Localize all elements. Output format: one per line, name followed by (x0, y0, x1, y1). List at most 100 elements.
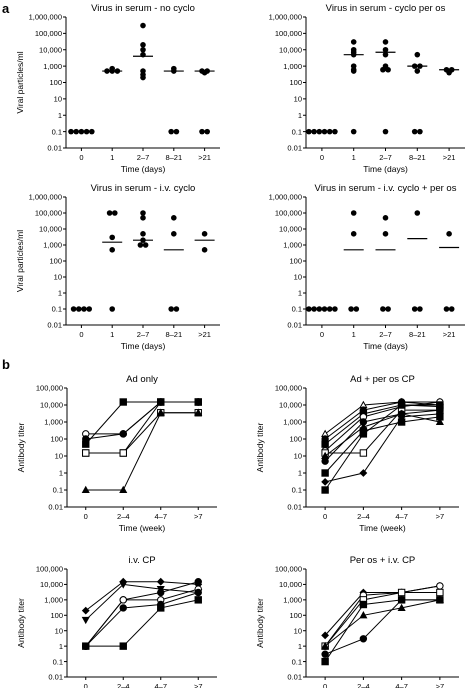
x-tick-label: 8–21 (409, 330, 426, 339)
y-tick-label: 10 (55, 626, 63, 635)
x-tick-label: 2–7 (137, 330, 150, 339)
x-tick-label: 0 (320, 330, 324, 339)
y-tick-label: 0.01 (47, 321, 62, 330)
series-line (85, 592, 199, 647)
x-tick-label: 0 (79, 153, 83, 162)
series-marker (82, 440, 90, 448)
series-marker (359, 430, 368, 438)
data-point (448, 306, 455, 312)
y-axis-label: Viral particles/ml (15, 51, 25, 113)
y-tick-label: 10 (55, 452, 63, 461)
series-marker (321, 486, 329, 494)
data-point (140, 215, 146, 221)
chart-panel-5: Ad only 0.01 0.1 1 10 100 1,000 10,000 100,000 0 2… (16, 374, 217, 533)
y-tick-label: 10 (294, 452, 302, 461)
data-point (417, 306, 423, 312)
series-marker (119, 642, 127, 650)
series-line (85, 412, 199, 454)
y-tick-label: 1 (59, 642, 63, 651)
y-tick-label: 1,000 (283, 596, 302, 605)
x-axis-label: Time (days) (363, 164, 408, 174)
chart-title: Per os + i.v. CP (350, 555, 416, 566)
y-axis-label: Antibody titer (16, 598, 26, 648)
series-marker (157, 600, 165, 609)
y-tick-label: 0.1 (53, 657, 63, 666)
y-tick-label: 100,000 (35, 209, 62, 218)
series-marker (397, 603, 406, 611)
series-line (324, 599, 440, 655)
series-marker (119, 604, 127, 612)
x-axis-label: Time (days) (121, 341, 166, 351)
chart-panel-3: Virus in serum - i.v. cyclo0.010.1110100… (15, 183, 220, 351)
y-tick-label: 1,000 (283, 62, 302, 71)
x-tick-label: 2–4 (117, 512, 130, 521)
chart-title: i.v. CP (128, 555, 155, 566)
series-marker (82, 449, 90, 457)
y-tick-label: 10 (294, 626, 302, 635)
series-marker (397, 588, 406, 597)
y-tick-label: 100 (49, 257, 62, 266)
series-line (324, 599, 440, 662)
series-marker (119, 449, 127, 457)
data-point (332, 128, 338, 135)
data-point (414, 210, 421, 216)
data-point (382, 231, 389, 237)
data-point (446, 231, 452, 237)
series-marker (119, 485, 128, 494)
series-marker (82, 642, 90, 650)
x-tick-label: >7 (194, 682, 203, 688)
y-tick-label: 100,000 (36, 384, 63, 393)
data-point (382, 51, 389, 58)
x-tick-label: 4–7 (395, 512, 408, 521)
y-tick-label: 10,000 (39, 225, 62, 234)
data-point (173, 306, 180, 312)
y-tick-label: 1,000,000 (29, 13, 62, 22)
x-tick-label: 0 (323, 682, 327, 688)
x-tick-label: 0 (320, 153, 324, 162)
x-tick-label: 2–7 (379, 153, 392, 162)
series-marker (194, 588, 202, 597)
series-marker (157, 398, 165, 406)
y-tick-label: 0.01 (48, 673, 63, 682)
x-tick-label: 2–4 (117, 682, 130, 688)
x-tick-label: >7 (194, 512, 203, 521)
y-tick-label: 100 (289, 78, 302, 87)
data-point (142, 242, 149, 248)
series-marker (119, 596, 127, 604)
series-marker (321, 469, 329, 477)
y-tick-label: 0.01 (48, 503, 63, 512)
data-point (414, 68, 421, 74)
y-tick-label: 1 (298, 289, 302, 298)
chart-panel-2: Virus in serum - cyclo per os0.010.11101… (269, 3, 465, 174)
data-point (332, 306, 338, 312)
y-tick-label: 1,000 (44, 596, 63, 605)
series-marker (157, 588, 165, 597)
data-point (199, 128, 205, 135)
y-tick-label: 100 (50, 435, 63, 444)
x-tick-label: >21 (443, 330, 456, 339)
data-point (68, 128, 74, 135)
series-line (324, 413, 440, 457)
x-tick-label: 1 (352, 153, 356, 162)
data-point (168, 306, 174, 312)
series-marker (194, 408, 203, 416)
data-point (380, 306, 386, 312)
series-marker (321, 451, 330, 460)
data-point (385, 306, 391, 312)
y-tick-label: 1,000,000 (269, 13, 302, 22)
data-point (443, 306, 450, 312)
y-tick-label: 1,000 (283, 418, 302, 427)
series-line (324, 401, 440, 435)
series-marker (359, 469, 368, 477)
chart-title: Virus in serum - no cyclo (91, 3, 195, 14)
series-marker (359, 600, 368, 609)
series-marker (436, 401, 444, 409)
series-marker (397, 409, 406, 417)
series-marker (397, 596, 406, 604)
y-tick-label: 0.1 (292, 127, 302, 136)
x-tick-label: >21 (198, 153, 211, 162)
x-tick-label: 8–21 (165, 153, 182, 162)
series-line (324, 591, 440, 647)
panel-label-a: a (2, 1, 10, 16)
